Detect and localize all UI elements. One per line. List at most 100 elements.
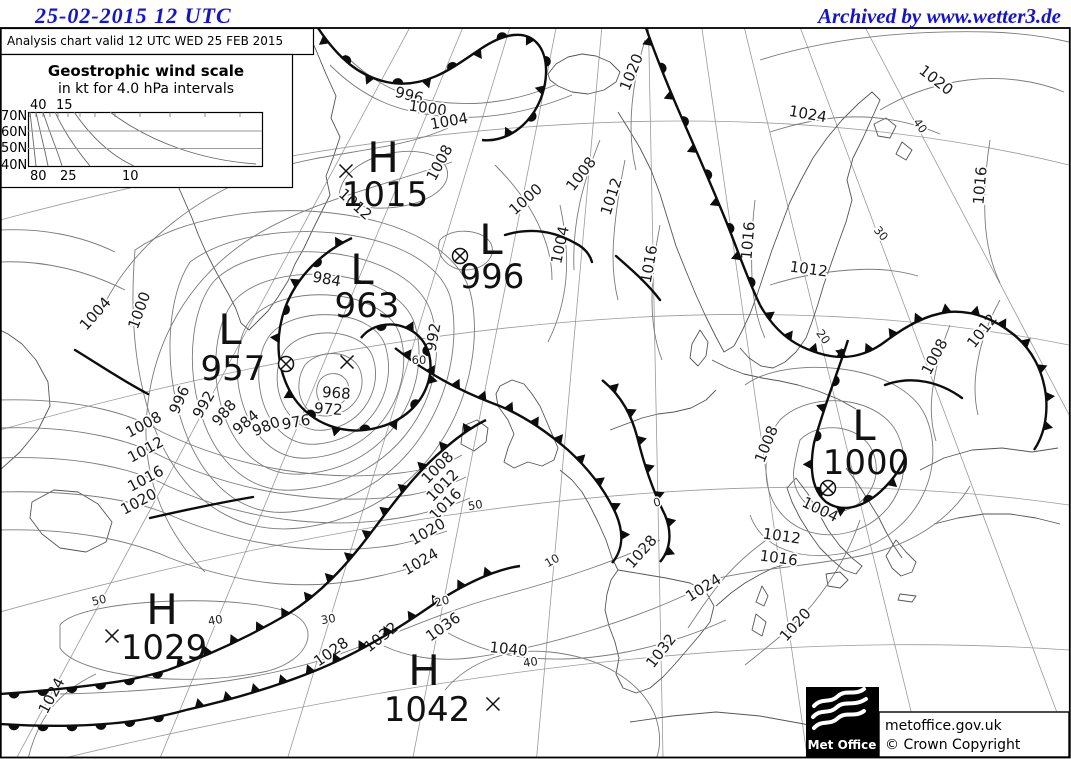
warm-front-semicircle-icon (681, 116, 689, 127)
isobar-label: 1024 (788, 102, 829, 126)
pressure-center-letter: L (218, 305, 242, 354)
isobar-label: 1012 (762, 524, 802, 547)
trough-line (614, 254, 662, 302)
warm-front-semicircle-icon (8, 692, 20, 699)
longitude-line (744, 28, 923, 757)
cold-front-line (601, 379, 671, 563)
longitude-line (160, 28, 463, 757)
isobar-line (1, 491, 448, 550)
chart-date-header: 25-02-2015 12 UTC (35, 3, 232, 28)
warm-front-semicircle-icon (392, 78, 404, 84)
warm-front-semicircle-icon (8, 724, 20, 731)
isobar-line (1, 229, 116, 253)
graticule-label: 20 (813, 327, 833, 347)
warm-front-semicircle-icon (37, 690, 49, 697)
isobar-line (769, 268, 919, 286)
logo-site-text: metoffice.gov.uk (885, 718, 1003, 734)
cold-front-line (185, 564, 521, 712)
graticule-label: 60 (412, 353, 427, 367)
cold-front-triangle-icon (250, 683, 261, 694)
pressure-center-value: 1029 (121, 628, 208, 668)
wind-scale-title: Geostrophic wind scale (48, 62, 244, 80)
pressure-center-mark-icon (485, 696, 501, 712)
cold-front-triangle-icon (477, 390, 487, 401)
isobar-line (984, 139, 1001, 284)
cold-front-triangle-icon (730, 250, 742, 261)
pressure-center-mark-icon (104, 628, 120, 644)
cold-front-triangle-icon (407, 610, 417, 622)
graticule-label: 50 (90, 592, 108, 609)
cold-front-triangle-icon (608, 383, 619, 394)
wind-scale-bottom-25: 25 (60, 169, 77, 184)
cold-front-triangle-icon (553, 434, 564, 445)
isobar-label: 1020 (616, 51, 647, 93)
pressure-center-mark-icon (819, 479, 837, 497)
longitude-line (536, 28, 603, 757)
cold-front-triangle-icon (783, 330, 793, 341)
trough-line (883, 379, 964, 400)
isobar-label: 1012 (789, 257, 829, 280)
isobar-line (769, 116, 941, 135)
isobar-line (547, 204, 568, 343)
coastlines-layer (1, 28, 1061, 743)
cold-front-triangle-icon (388, 419, 398, 431)
wind-scale-bottom-80: 80 (30, 169, 47, 184)
warm-front-semicircle-icon (152, 715, 164, 723)
isobar-line (132, 210, 475, 530)
isobar-line (630, 39, 646, 171)
isobar-line (276, 332, 376, 431)
cold-front-triangle-icon (686, 143, 698, 153)
wind-scale-subtitle: in kt for 4.0 hPa intervals (58, 81, 234, 97)
cold-front-triangle-icon (402, 349, 412, 360)
isobar-label: 1016 (759, 546, 799, 569)
cold-front-triangle-icon (835, 348, 846, 359)
warm-front-semicircle-icon (863, 494, 874, 504)
isobar-label: 1008 (918, 336, 952, 378)
cold-front-triangle-icon (194, 698, 205, 708)
trough-lines-layer (73, 229, 964, 520)
coastline (786, 477, 863, 575)
isobar-line (744, 519, 861, 666)
pressure-center-value: 963 (335, 286, 400, 326)
isobar-label: 1020 (915, 61, 956, 99)
pressure-center-mark-icon (451, 247, 469, 265)
isobar-label: 968 (321, 383, 351, 403)
cold-front-triangle-icon (941, 303, 952, 313)
isobars-layer (1, 31, 1069, 757)
cold-front-triangle-icon (439, 441, 449, 452)
cold-front-triangle-icon (802, 459, 812, 470)
wind-scale-curve (29, 111, 37, 167)
isobar-line (744, 366, 934, 556)
warm-front-semicircle-icon (66, 687, 78, 694)
longitude-line (701, 28, 808, 757)
cold-front-triangle-icon (290, 278, 301, 288)
isobar-line (169, 231, 455, 513)
warm-front-semicircle-icon (422, 345, 430, 357)
wind-scale-curve (35, 111, 49, 167)
isobar-line (1, 427, 467, 500)
isobar-line (338, 150, 448, 209)
cold-front-triangle-icon (887, 477, 898, 488)
cold-front-triangle-icon (626, 408, 637, 418)
cold-front-triangle-icon (504, 401, 514, 413)
cold-front-triangle-icon (663, 90, 674, 100)
coastline (559, 469, 619, 571)
pressure-center-value: 996 (460, 257, 525, 297)
isobar-label: 1004 (547, 224, 573, 265)
pressure-center-letter: L (350, 245, 374, 294)
warm-front-semicircle-icon (544, 55, 551, 67)
isobar-label: 1012 (597, 176, 626, 218)
pressure-center-value: 957 (201, 349, 266, 389)
warm-front-line (1, 668, 169, 696)
latitude-line (1, 314, 1069, 431)
isobar-label: 1000 (505, 180, 545, 219)
warm-front-semicircle-icon (152, 671, 163, 679)
warm-front-semicircle-icon (447, 61, 458, 71)
cold-front-triangle-icon (331, 426, 342, 437)
isobar-line (930, 324, 951, 442)
isobar-line (59, 600, 309, 680)
isobar-label: 972 (313, 399, 343, 419)
isobar-line (1, 399, 463, 477)
pressure-center-value: 1015 (342, 175, 429, 215)
